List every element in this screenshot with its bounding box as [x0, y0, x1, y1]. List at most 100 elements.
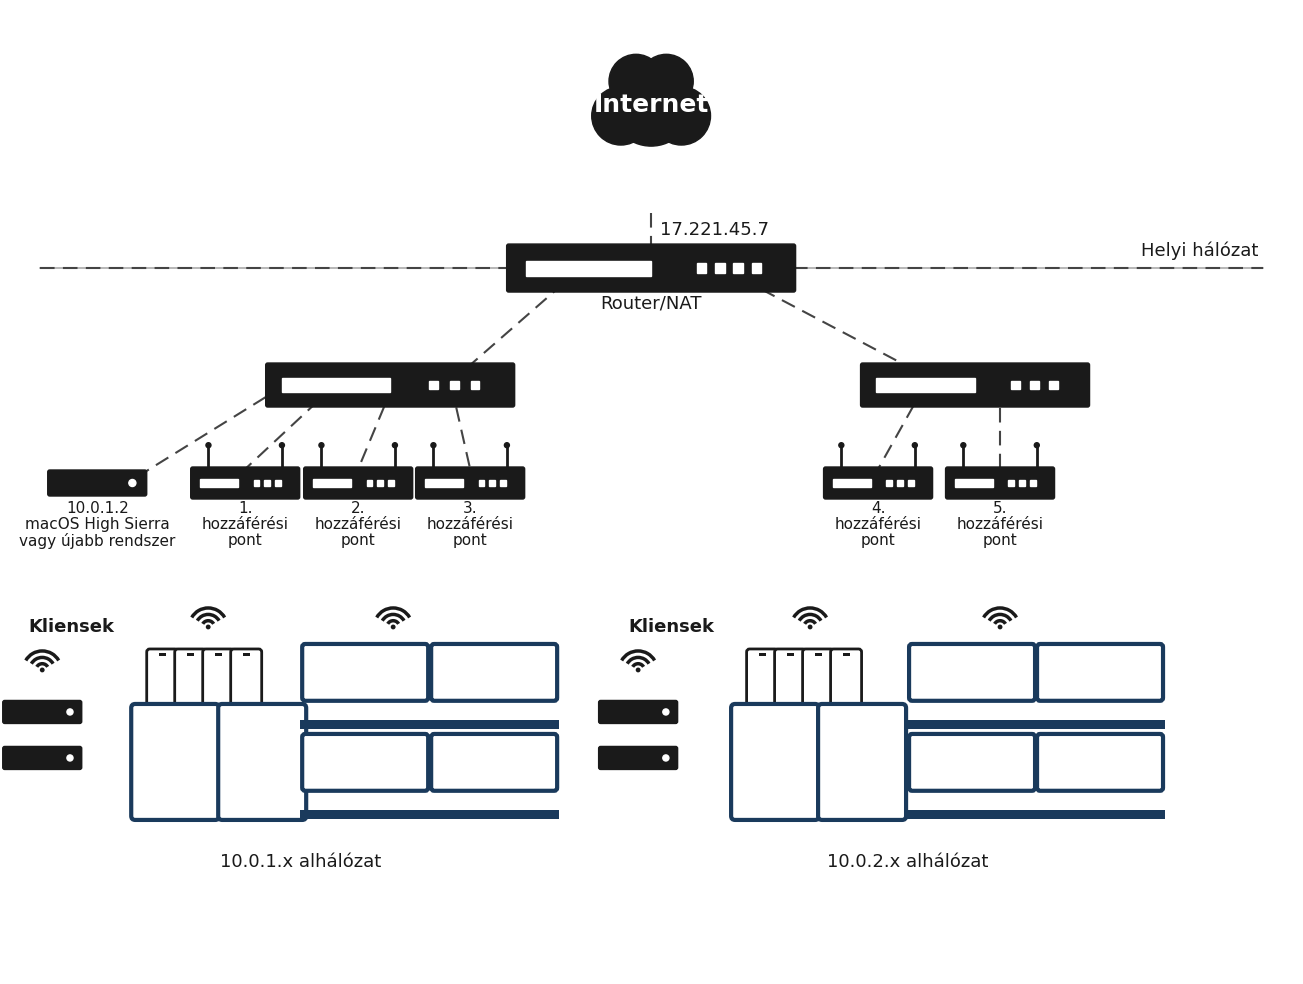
FancyBboxPatch shape: [3, 747, 82, 769]
FancyBboxPatch shape: [48, 470, 147, 496]
Text: 4.: 4.: [870, 501, 885, 516]
Circle shape: [129, 479, 136, 486]
FancyBboxPatch shape: [909, 734, 1035, 791]
Text: hozzáférési: hozzáférési: [202, 517, 289, 532]
Text: 10.0.2.x alhálózat: 10.0.2.x alhálózat: [827, 853, 989, 871]
Text: pont: pont: [452, 533, 487, 548]
FancyBboxPatch shape: [416, 467, 525, 499]
Circle shape: [66, 755, 73, 761]
FancyBboxPatch shape: [830, 649, 861, 707]
Bar: [500, 480, 506, 486]
FancyBboxPatch shape: [507, 244, 796, 292]
Text: hozzáférési: hozzáférési: [956, 517, 1044, 532]
Bar: [833, 479, 870, 487]
Text: hozzáférési: hozzáférési: [835, 517, 921, 532]
Bar: [186, 653, 194, 656]
Text: vagy újabb rendszer: vagy újabb rendszer: [20, 533, 176, 549]
Circle shape: [504, 443, 509, 448]
Bar: [1011, 381, 1020, 390]
Circle shape: [610, 64, 692, 146]
Text: 3.: 3.: [463, 501, 477, 516]
FancyBboxPatch shape: [266, 363, 515, 407]
Text: macOS High Sierra: macOS High Sierra: [25, 517, 169, 532]
Bar: [478, 480, 485, 486]
Bar: [843, 653, 850, 656]
Text: Kliensek: Kliensek: [29, 618, 115, 636]
Circle shape: [609, 54, 663, 108]
FancyBboxPatch shape: [175, 649, 206, 707]
Circle shape: [839, 443, 844, 448]
Bar: [752, 263, 761, 273]
Bar: [159, 653, 165, 656]
Bar: [886, 480, 893, 486]
Circle shape: [40, 668, 44, 672]
Bar: [470, 381, 480, 390]
Bar: [1036, 810, 1165, 819]
Circle shape: [998, 625, 1002, 629]
Circle shape: [663, 708, 668, 715]
Bar: [697, 263, 706, 273]
Text: 1.: 1.: [238, 501, 253, 516]
Bar: [301, 810, 430, 819]
Text: hozzáférési: hozzáférési: [426, 517, 513, 532]
Bar: [283, 378, 390, 392]
Bar: [715, 263, 724, 273]
Bar: [430, 720, 559, 729]
Bar: [1049, 381, 1058, 390]
Bar: [366, 480, 373, 486]
FancyBboxPatch shape: [190, 467, 300, 499]
Text: pont: pont: [341, 533, 375, 548]
FancyBboxPatch shape: [302, 644, 429, 701]
Circle shape: [1035, 443, 1040, 448]
Text: hozzáférési: hozzáférési: [314, 517, 401, 532]
Circle shape: [319, 443, 324, 448]
Bar: [275, 480, 281, 486]
Circle shape: [206, 625, 210, 629]
Text: 2.: 2.: [351, 501, 365, 516]
FancyBboxPatch shape: [598, 701, 678, 723]
Bar: [908, 480, 913, 486]
FancyBboxPatch shape: [860, 363, 1089, 407]
Bar: [1036, 720, 1165, 729]
Bar: [265, 480, 270, 486]
Circle shape: [392, 443, 397, 448]
FancyBboxPatch shape: [203, 649, 233, 707]
FancyBboxPatch shape: [147, 649, 177, 707]
FancyBboxPatch shape: [909, 644, 1035, 701]
Bar: [814, 653, 822, 656]
FancyBboxPatch shape: [803, 649, 834, 707]
Circle shape: [431, 443, 437, 448]
FancyBboxPatch shape: [3, 701, 82, 723]
Bar: [388, 480, 394, 486]
Bar: [430, 810, 559, 819]
FancyBboxPatch shape: [774, 649, 805, 707]
Bar: [907, 720, 1037, 729]
FancyBboxPatch shape: [218, 704, 306, 820]
FancyBboxPatch shape: [132, 704, 219, 820]
Bar: [955, 479, 993, 487]
FancyBboxPatch shape: [818, 704, 906, 820]
FancyBboxPatch shape: [231, 649, 262, 707]
Text: Helyi hálózat: Helyi hálózat: [1140, 241, 1257, 260]
Bar: [313, 479, 351, 487]
Text: 5.: 5.: [993, 501, 1007, 516]
Circle shape: [960, 443, 966, 448]
Text: Router/NAT: Router/NAT: [601, 294, 702, 312]
FancyBboxPatch shape: [1037, 644, 1164, 701]
Text: 10.0.1.2: 10.0.1.2: [66, 501, 129, 516]
Bar: [201, 479, 238, 487]
FancyBboxPatch shape: [747, 649, 778, 707]
Circle shape: [592, 87, 650, 145]
Circle shape: [912, 443, 917, 448]
Bar: [430, 381, 438, 390]
Bar: [215, 653, 222, 656]
Text: Kliensek: Kliensek: [628, 618, 714, 636]
Bar: [1009, 480, 1014, 486]
Text: pont: pont: [861, 533, 895, 548]
Circle shape: [391, 625, 395, 629]
Bar: [425, 479, 463, 487]
Bar: [1031, 480, 1036, 486]
Circle shape: [808, 625, 812, 629]
Text: pont: pont: [982, 533, 1018, 548]
FancyBboxPatch shape: [598, 747, 678, 769]
